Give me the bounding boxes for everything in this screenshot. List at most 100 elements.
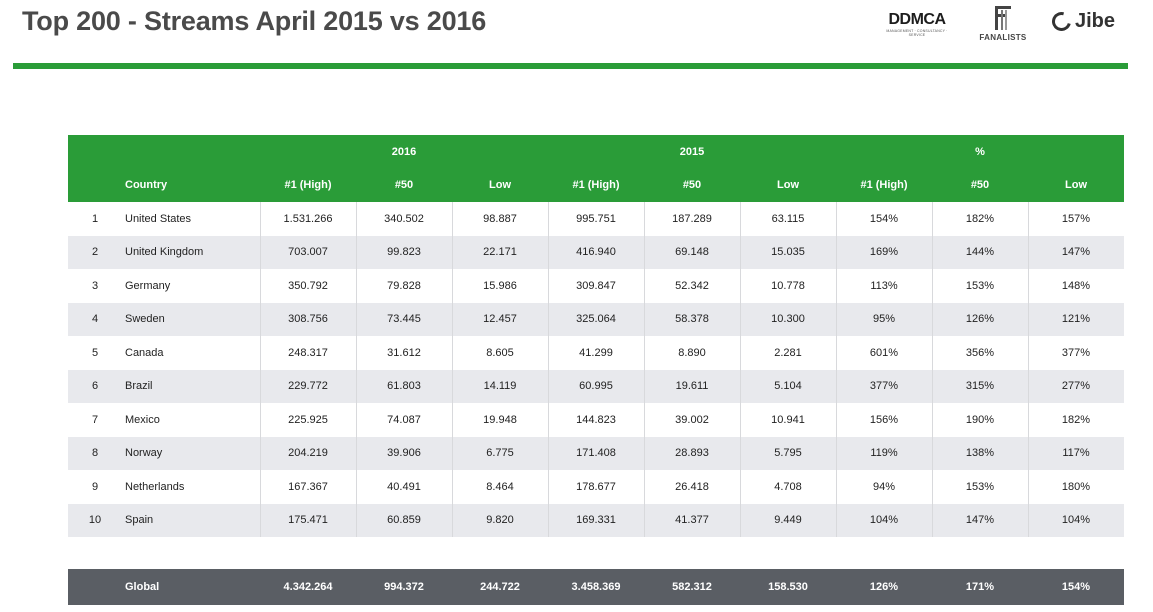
- column-header-4: #1 (High): [572, 179, 620, 191]
- column-header-3: Low: [489, 179, 511, 191]
- value-cell: 58.378: [675, 313, 709, 326]
- value-cell: 8.890: [678, 346, 706, 359]
- column-divider: [452, 403, 453, 437]
- value-cell: 12.457: [483, 313, 517, 326]
- value-cell: 156%: [869, 413, 899, 426]
- value-cell: 4.708: [774, 480, 802, 493]
- rank-cell: 3: [91, 279, 99, 292]
- value-cell: 148%: [1061, 279, 1091, 292]
- global-value-cell: 582.312: [672, 581, 712, 593]
- table-body: 1 United States 1.531.266 340.502 98.887 995.…: [68, 202, 1124, 537]
- column-divider: [644, 436, 645, 470]
- column-divider: [932, 470, 933, 504]
- column-divider: [644, 302, 645, 336]
- value-cell: 153%: [965, 480, 995, 493]
- value-cell: 225.925: [288, 413, 328, 426]
- column-divider: [740, 503, 741, 537]
- group-header-0: 2016: [391, 146, 417, 158]
- jibe-ring-icon: [1048, 8, 1075, 35]
- column-divider: [836, 436, 837, 470]
- column-header-8: #50: [970, 179, 990, 191]
- value-cell: 31.612: [387, 346, 421, 359]
- column-divider: [356, 336, 357, 370]
- value-cell: 350.792: [288, 279, 328, 292]
- jibe-logo-text: Jibe: [1075, 10, 1116, 32]
- column-divider: [836, 202, 837, 236]
- column-divider: [452, 302, 453, 336]
- group-header-2: %: [975, 146, 985, 158]
- value-cell: 138%: [965, 447, 995, 460]
- global-value-cell: 126%: [869, 581, 899, 593]
- column-divider: [260, 269, 261, 303]
- column-divider: [1028, 202, 1029, 236]
- value-cell: 169%: [869, 246, 899, 259]
- table-row: 1 United States 1.531.266 340.502 98.887 995.…: [68, 202, 1124, 236]
- column-divider: [260, 202, 261, 236]
- global-label: Global: [125, 581, 160, 593]
- value-cell: 182%: [965, 212, 995, 225]
- country-cell: United States: [125, 212, 192, 225]
- column-divider: [548, 369, 549, 403]
- column-divider: [548, 235, 549, 269]
- column-divider: [548, 336, 549, 370]
- column-divider: [452, 503, 453, 537]
- column-header-7: #1 (High): [860, 179, 908, 191]
- column-divider: [932, 336, 933, 370]
- value-cell: 154%: [869, 212, 899, 225]
- value-cell: 229.772: [288, 380, 328, 393]
- value-cell: 175.471: [288, 514, 328, 527]
- value-cell: 377%: [869, 380, 899, 393]
- column-divider: [740, 269, 741, 303]
- value-cell: 147%: [965, 514, 995, 527]
- rank-cell: 10: [88, 514, 102, 527]
- column-divider: [548, 503, 549, 537]
- column-divider: [836, 369, 837, 403]
- column-divider: [644, 202, 645, 236]
- value-cell: 39.002: [675, 413, 709, 426]
- value-cell: 703.007: [288, 246, 328, 259]
- column-header-0: Country: [125, 179, 168, 191]
- value-cell: 144.823: [576, 413, 616, 426]
- fanalists-icon: [992, 6, 1014, 30]
- global-value-cell: 994.372: [384, 581, 424, 593]
- column-divider: [452, 269, 453, 303]
- column-divider: [836, 470, 837, 504]
- value-cell: 117%: [1062, 447, 1090, 460]
- value-cell: 10.941: [771, 413, 805, 426]
- value-cell: 182%: [1061, 413, 1091, 426]
- value-cell: 15.986: [483, 279, 517, 292]
- value-cell: 74.087: [387, 413, 421, 426]
- value-cell: 63.115: [771, 212, 805, 225]
- value-cell: 113%: [870, 279, 898, 292]
- value-cell: 190%: [965, 413, 995, 426]
- value-cell: 9.820: [486, 514, 514, 527]
- column-divider: [1028, 369, 1029, 403]
- value-cell: 10.778: [771, 279, 805, 292]
- column-divider: [740, 336, 741, 370]
- column-divider: [356, 503, 357, 537]
- rank-cell: 8: [91, 447, 99, 460]
- value-cell: 171.408: [576, 447, 616, 460]
- column-divider: [836, 403, 837, 437]
- column-divider: [1028, 436, 1029, 470]
- column-divider: [452, 336, 453, 370]
- column-divider: [644, 235, 645, 269]
- fanalists-logo-text: FANALISTS: [979, 33, 1027, 42]
- group-header-1: 2015: [679, 146, 705, 158]
- value-cell: 144%: [965, 246, 995, 259]
- country-cell: United Kingdom: [125, 246, 204, 259]
- value-cell: 19.611: [675, 380, 709, 393]
- value-cell: 1.531.266: [283, 212, 333, 225]
- ddmca-logo-mark: DDMCA: [888, 11, 946, 28]
- value-cell: 41.299: [579, 346, 613, 359]
- value-cell: 356%: [965, 346, 995, 359]
- column-divider: [836, 269, 837, 303]
- column-divider: [932, 369, 933, 403]
- column-divider: [548, 470, 549, 504]
- column-divider: [740, 302, 741, 336]
- country-cell: Mexico: [125, 413, 160, 426]
- value-cell: 39.906: [387, 447, 421, 460]
- value-cell: 40.491: [387, 480, 421, 493]
- value-cell: 2.281: [774, 346, 802, 359]
- country-cell: Norway: [125, 447, 163, 460]
